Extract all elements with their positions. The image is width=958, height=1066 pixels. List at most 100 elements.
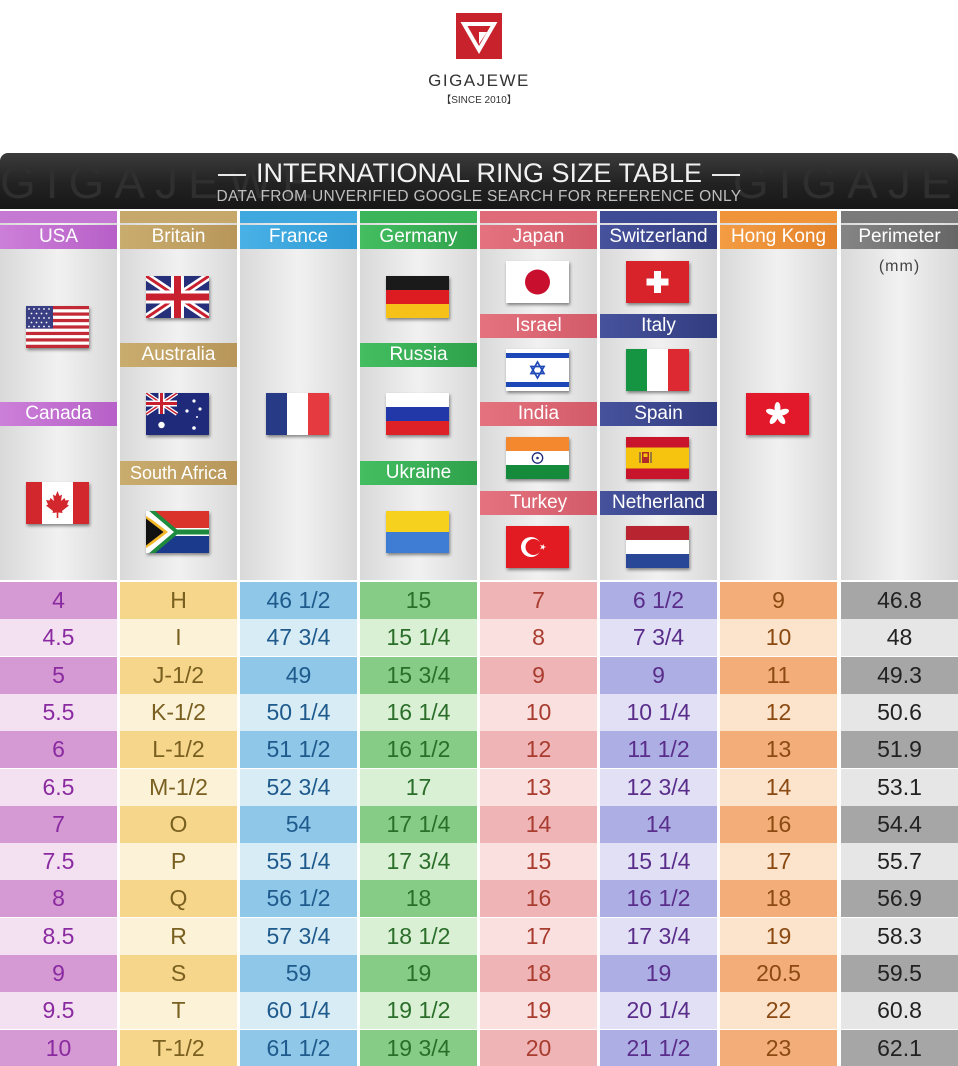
header-perimeter: Perimeter (841, 225, 958, 249)
russia-flag-icon (386, 393, 449, 435)
column-color-bar (480, 211, 597, 223)
size-cell-france: 61 1/2 (240, 1029, 357, 1066)
germany-flag-icon (386, 276, 449, 318)
size-cell-perimeter: 46.8 (841, 582, 958, 619)
size-cell-switzerland: 19 (600, 955, 717, 992)
label-spain: Spain (600, 402, 717, 426)
label-italy: Italy (600, 314, 717, 338)
column-britain: Britain Australia (120, 211, 237, 580)
size-cell-france: 60 1/4 (240, 992, 357, 1030)
size-cell-japan: 17 (480, 917, 597, 955)
perimeter-unit: (mm) (878, 258, 921, 275)
size-cell-japan: 13 (480, 768, 597, 806)
banner-watermark: GIGAJEWE GIGAJEWE (0, 156, 958, 208)
size-cell-perimeter: 48 (841, 619, 958, 657)
size-cell-germany: 19 3/4 (360, 1029, 477, 1066)
table-row: 5 J-1/2 49 15 3/4 9 9 11 49.3 (0, 656, 958, 694)
table-row: 5.5 K-1/2 50 1/4 16 1/4 10 10 1/4 12 50.6 (0, 693, 958, 731)
size-cell-usa: 4.5 (0, 619, 117, 657)
brand-since: 【SINCE 2010】 (441, 95, 517, 106)
turkey-flag-icon (506, 526, 569, 568)
size-cell-perimeter: 58.3 (841, 917, 958, 955)
size-cell-france: 49 (240, 656, 357, 694)
canada-flag-icon (26, 482, 89, 524)
size-cell-perimeter: 53.1 (841, 768, 958, 806)
size-cell-usa: 9.5 (0, 992, 117, 1030)
table-row: 8 Q 56 1/2 18 16 16 1/2 18 56.9 (0, 880, 958, 918)
size-cell-hongkong: 18 (720, 880, 837, 918)
table-row: 8.5 R 57 3/4 18 1/2 17 17 3/4 19 58.3 (0, 917, 958, 955)
size-cell-switzerland: 11 1/2 (600, 731, 717, 769)
table-subtitle: DATA FROM UNVERIFIED GOOGLE SEARCH FOR R… (216, 188, 742, 205)
size-cell-germany: 17 3/4 (360, 843, 477, 881)
size-cell-france: 54 (240, 805, 357, 843)
gigajewe-logo-icon (456, 13, 502, 59)
size-cell-perimeter: 55.7 (841, 843, 958, 881)
size-cell-perimeter: 49.3 (841, 656, 958, 694)
label-netherland: Netherland (600, 491, 717, 515)
column-color-bar (720, 211, 837, 223)
size-cell-france: 55 1/4 (240, 843, 357, 881)
size-cell-japan: 9 (480, 656, 597, 694)
table-row: 7 O 54 17 1/4 14 14 16 54.4 (0, 805, 958, 843)
size-cell-japan: 14 (480, 805, 597, 843)
size-cell-usa: 8 (0, 880, 117, 918)
size-cell-germany: 15 1/4 (360, 619, 477, 657)
size-cell-france: 59 (240, 955, 357, 992)
size-cell-germany: 18 1/2 (360, 917, 477, 955)
size-cell-france: 47 3/4 (240, 619, 357, 657)
brand-name: GIGAJEWE (428, 71, 530, 90)
size-cell-britain: K-1/2 (120, 693, 237, 731)
size-cell-japan: 7 (480, 582, 597, 619)
size-cell-hongkong: 13 (720, 731, 837, 769)
label-russia: Russia (360, 343, 477, 367)
table-row: 4.5 I 47 3/4 15 1/4 8 7 3/4 10 48 (0, 619, 958, 657)
column-color-bar (360, 211, 477, 223)
title-rule-left (217, 173, 246, 176)
size-cell-britain: H (120, 582, 237, 619)
size-cell-japan: 10 (480, 693, 597, 731)
size-cell-switzerland: 7 3/4 (600, 619, 717, 657)
size-cell-germany: 16 1/4 (360, 693, 477, 731)
column-germany: Germany Russia Ukraine (360, 211, 477, 580)
size-cell-france: 51 1/2 (240, 731, 357, 769)
size-cell-britain: R (120, 917, 237, 955)
size-cell-hongkong: 19 (720, 917, 837, 955)
india-flag-icon (506, 437, 569, 479)
size-cell-japan: 18 (480, 955, 597, 992)
size-cell-perimeter: 59.5 (841, 955, 958, 992)
column-japan: Japan Israel India Turkey (480, 211, 597, 580)
size-cell-usa: 5 (0, 656, 117, 694)
size-cell-usa: 4 (0, 582, 117, 619)
size-cell-france: 52 3/4 (240, 768, 357, 806)
column-usa: USA Canada (0, 211, 117, 580)
size-cell-hongkong: 14 (720, 768, 837, 806)
column-color-bar (841, 211, 958, 223)
size-cell-hongkong: 10 (720, 619, 837, 657)
size-cell-britain: T (120, 992, 237, 1030)
label-canada: Canada (0, 402, 117, 426)
size-cell-switzerland: 12 3/4 (600, 768, 717, 806)
size-cell-usa: 6 (0, 731, 117, 769)
label-turkey: Turkey (480, 491, 597, 515)
table-row: 10 T-1/2 61 1/2 19 3/4 20 21 1/2 23 62.1 (0, 1029, 958, 1066)
hong-kong-flag-icon (746, 393, 809, 435)
australia-flag-icon (146, 393, 209, 435)
column-color-bar (0, 211, 117, 223)
netherlands-flag-icon (626, 526, 689, 568)
column-perimeter: Perimeter (mm) (841, 211, 958, 580)
column-color-bar (120, 211, 237, 223)
size-cell-japan: 16 (480, 880, 597, 918)
size-cell-germany: 19 (360, 955, 477, 992)
size-cell-germany: 18 (360, 880, 477, 918)
size-cell-britain: T-1/2 (120, 1029, 237, 1066)
size-cell-usa: 8.5 (0, 917, 117, 955)
column-color-bar (240, 211, 357, 223)
israel-flag-icon (506, 349, 569, 391)
size-cell-japan: 12 (480, 731, 597, 769)
size-cell-britain: Q (120, 880, 237, 918)
size-cell-france: 56 1/2 (240, 880, 357, 918)
usa-flag-icon (26, 306, 89, 348)
size-cell-usa: 5.5 (0, 693, 117, 731)
size-cell-hongkong: 23 (720, 1029, 837, 1066)
